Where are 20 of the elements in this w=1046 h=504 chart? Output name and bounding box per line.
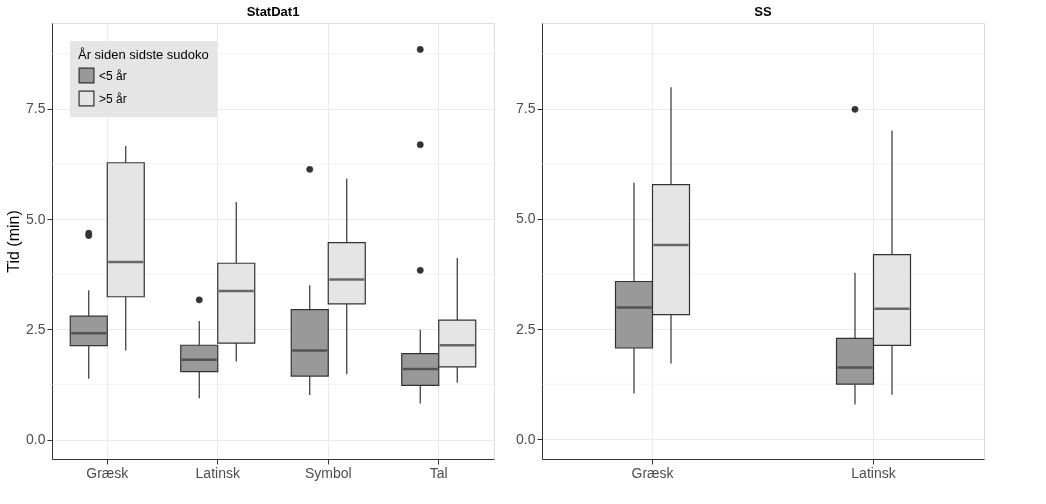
y-tick-label: 0.0 [26,431,46,448]
legend-label: <5 år [99,68,127,83]
y-tick-label: 2.5 [516,320,536,337]
x-tick-label: Græsk [86,464,130,481]
y-tick-label: 5.0 [516,210,536,227]
x-tick-label: Latinsk [851,464,897,481]
chart-title: StatDat1 [246,4,300,19]
x-tick-label: Latinsk [195,464,241,481]
y-axis-title: Tid (min) [5,210,23,273]
y-tick-label: 7.5 [516,100,536,117]
legend-label: >5 år [99,91,127,106]
x-tick-label: Græsk [631,464,675,481]
y-tick-label: 5.0 [26,210,46,227]
chart-title: SS [754,4,772,19]
y-tick-label: 0.0 [516,430,536,447]
x-tick-label: Tal [429,464,448,481]
y-tick-label: 7.5 [26,100,46,117]
legend-title: År siden sidste sudoko [78,47,209,62]
x-tick-label: Symbol [304,464,352,481]
y-tick-label: 2.5 [26,320,46,337]
